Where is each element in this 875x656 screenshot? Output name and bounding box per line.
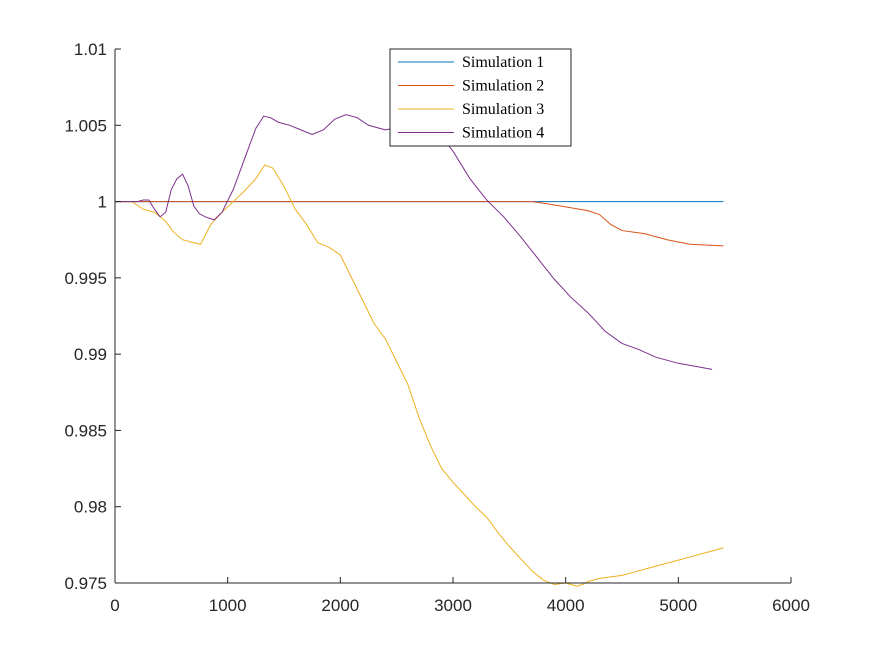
series-line-2: [115, 201, 724, 247]
x-tick-label: 2000: [321, 596, 359, 615]
x-tick-label: 0: [110, 596, 119, 615]
legend-label-2: Simulation 2: [462, 78, 544, 95]
series-layer: [115, 114, 724, 587]
y-tick-label: 0.985: [64, 421, 107, 440]
x-tick-label: 5000: [659, 596, 697, 615]
y-tick-label: 1: [98, 193, 107, 212]
x-tick-label: 4000: [547, 596, 585, 615]
x-tick-label: 1000: [209, 596, 247, 615]
x-tick-label: 3000: [434, 596, 472, 615]
legend: Simulation 1 Simulation 2 Simulation 3 Simu…: [389, 48, 572, 147]
y-tick-label: 0.98: [74, 498, 107, 517]
series-line-3: [115, 164, 724, 587]
legend-label-4: Simulation 4: [462, 125, 544, 142]
y-tick-label: 0.99: [74, 345, 107, 364]
series-line-4: [115, 114, 713, 370]
y-ticks: 0.975 0.98 0.985 0.99 0.995 1 1.005 1.01: [64, 40, 121, 593]
y-tick-label: 0.975: [64, 574, 107, 593]
y-tick-label: 1.005: [64, 116, 107, 135]
x-tick-label: 6000: [772, 596, 810, 615]
legend-box: [389, 48, 572, 147]
y-tick-label: 1.01: [74, 40, 107, 59]
y-tick-label: 0.995: [64, 269, 107, 288]
legend-label-1: Simulation 1: [462, 54, 544, 71]
legend-label-3: Simulation 3: [462, 101, 544, 118]
x-ticks: 0 1000 2000 3000 4000 5000 6000: [110, 577, 810, 615]
